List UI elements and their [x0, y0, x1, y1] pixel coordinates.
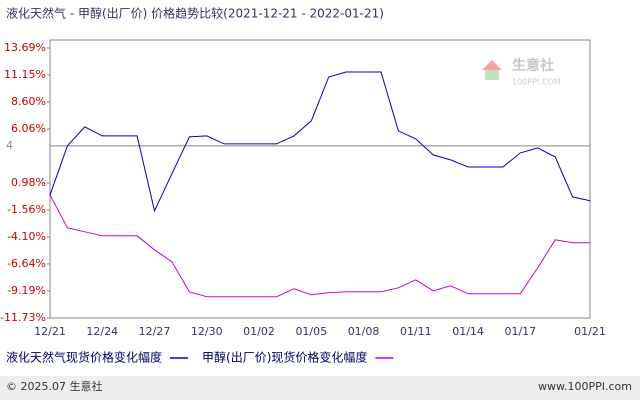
footer-site: www.100PPI.com [538, 380, 632, 393]
y-tick-label: 8.60% [11, 95, 46, 108]
y-tick-label: -9.19% [7, 284, 46, 297]
chart-title: 液化天然气 - 甲醇(出厂价) 价格趋势比较(2021-12-21 - 2022… [6, 6, 384, 21]
legend-label: 甲醇(出厂价)现货价格变化幅度 [202, 350, 367, 365]
y-tick-label: 0.98% [11, 176, 46, 189]
y-tick-label: -11.73% [0, 311, 46, 324]
y-tick-label: -4.10% [7, 230, 46, 243]
x-tick-label: 12/30 [191, 325, 223, 338]
y-tick-label: -1.56% [7, 203, 46, 216]
y-tick-label: 11.15% [4, 68, 46, 81]
series-line [49, 194, 590, 298]
x-tick-label: 12/21 [34, 325, 66, 338]
x-tick-label: 12/27 [139, 325, 171, 338]
x-tick-label: 01/11 [400, 325, 432, 338]
x-tick-label: 01/02 [243, 325, 275, 338]
plot-frame [49, 39, 591, 319]
reference-label: 4 [6, 139, 13, 152]
x-tick-label: 12/24 [86, 325, 118, 338]
x-tick-label: 01/14 [452, 325, 484, 338]
x-tick-label: 01/17 [504, 325, 536, 338]
watermark: 生意社 100PPI.COM [482, 57, 561, 87]
legend-label: 液化天然气现货价格变化幅度 [6, 350, 162, 365]
watermark-name: 生意社 [512, 57, 554, 74]
watermark-site: 100PPI.COM [512, 78, 561, 87]
logo-body [485, 70, 499, 80]
footer-bar [0, 376, 640, 400]
x-tick-label: 01/21 [574, 325, 606, 338]
x-tick-label: 01/08 [348, 325, 380, 338]
series-line [49, 71, 591, 213]
y-tick-label: 13.69% [4, 41, 46, 54]
y-tick-label: 6.06% [11, 122, 46, 135]
y-tick-label: -6.64% [7, 257, 46, 270]
logo-roof [482, 60, 502, 70]
footer-copyright: © 2025.07 生意社 [6, 379, 102, 393]
x-tick-label: 01/05 [295, 325, 327, 338]
